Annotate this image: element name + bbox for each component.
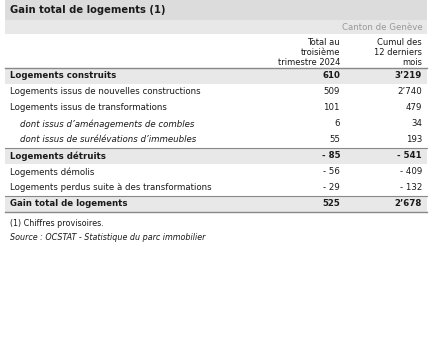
Text: dont issus d’aménagements de combles: dont issus d’aménagements de combles [20,119,194,129]
Text: Canton de Genève: Canton de Genève [342,22,423,32]
Text: Logements détruits: Logements détruits [10,151,106,161]
Text: - 29: - 29 [323,183,340,193]
Bar [5,34,427,68]
Text: - 409: - 409 [400,168,422,176]
Text: 509: 509 [324,87,340,97]
Text: 525: 525 [322,200,340,208]
Bar [5,148,427,164]
Text: 479: 479 [406,104,422,112]
Text: 2’678: 2’678 [394,200,422,208]
Text: troisième: troisième [301,48,340,57]
Text: trimestre 2024: trimestre 2024 [278,58,340,67]
Text: Cumul des: Cumul des [377,38,422,47]
Text: Gain total de logements: Gain total de logements [10,200,127,208]
Text: Source : OCSTAT - Statistique du parc immobilier: Source : OCSTAT - Statistique du parc im… [10,233,205,241]
Text: Logements issus de nouvelles constructions: Logements issus de nouvelles constructio… [10,87,200,97]
Text: 610: 610 [322,72,340,80]
Text: 55: 55 [329,136,340,144]
Text: 34: 34 [411,119,422,129]
Text: Total au: Total au [308,38,340,47]
Text: Logements démolis: Logements démolis [10,167,94,177]
Text: 3’219: 3’219 [395,72,422,80]
Text: 12 derniers: 12 derniers [374,48,422,57]
Bar [5,196,427,212]
Text: Gain total de logements (1): Gain total de logements (1) [10,5,165,15]
Text: Logements construits: Logements construits [10,72,116,80]
Bar [5,68,427,84]
Text: (1) Chiffres provisoires.: (1) Chiffres provisoires. [10,218,104,227]
Text: mois: mois [402,58,422,67]
Text: 6: 6 [334,119,340,129]
Text: Logements issus de transformations: Logements issus de transformations [10,104,167,112]
Text: - 56: - 56 [323,168,340,176]
Bar [5,0,427,20]
Text: 193: 193 [406,136,422,144]
Text: 2’740: 2’740 [397,87,422,97]
Bar [5,20,427,34]
Text: - 132: - 132 [400,183,422,193]
Text: - 541: - 541 [397,151,422,161]
Text: Logements perdus suite à des transformations: Logements perdus suite à des transformat… [10,183,212,193]
Text: - 85: - 85 [321,151,340,161]
Text: dont issus de surélévations d’immeubles: dont issus de surélévations d’immeubles [20,136,196,144]
Text: 101: 101 [324,104,340,112]
